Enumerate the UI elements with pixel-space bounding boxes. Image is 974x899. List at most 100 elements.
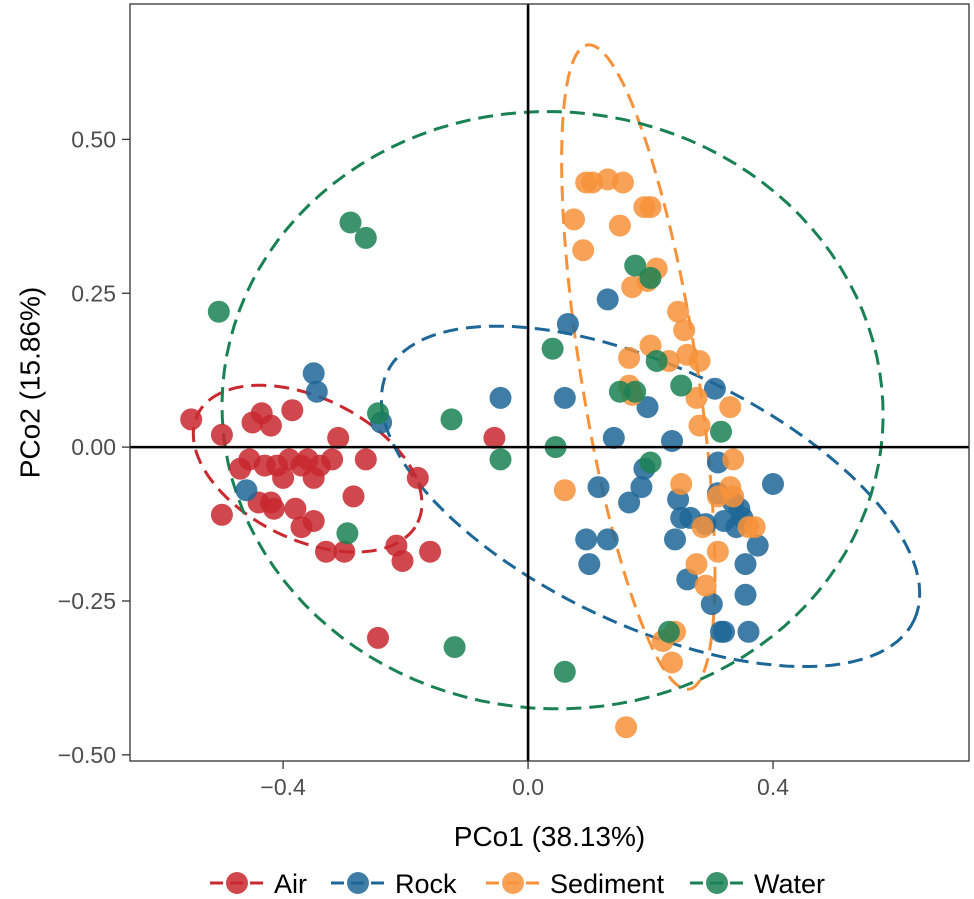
point-rock (762, 473, 784, 495)
point-rock (556, 313, 579, 335)
point-rock (734, 553, 757, 576)
y-tick-label: 0.00 (71, 434, 116, 460)
point-rock (618, 491, 641, 514)
point-rock (302, 362, 325, 385)
point-sediment (673, 319, 696, 342)
point-sediment (661, 651, 683, 674)
point-water (657, 620, 680, 643)
point-sediment (694, 574, 717, 597)
point-sediment (706, 540, 729, 563)
point-rock (602, 426, 625, 449)
point-water (443, 636, 466, 659)
point-sediment (722, 485, 745, 508)
point-air (284, 497, 307, 520)
point-water (645, 350, 668, 372)
point-sediment (639, 196, 662, 219)
point-air (281, 399, 304, 422)
point-water (670, 374, 693, 397)
point-rock (575, 528, 598, 551)
point-rock (664, 528, 686, 551)
point-rock (700, 593, 723, 616)
point-water (639, 451, 662, 474)
point-sediment (743, 516, 766, 539)
y-tick-label: −0.50 (58, 742, 116, 768)
point-water (553, 660, 576, 683)
point-water (489, 448, 512, 471)
point-air (262, 497, 285, 520)
legend-label: Water (754, 869, 825, 899)
point-rock (661, 430, 683, 452)
point-sediment (685, 386, 708, 409)
point-sediment (667, 300, 690, 323)
point-rock (235, 479, 258, 502)
legend-item-water: Water (690, 869, 825, 899)
point-sediment (688, 414, 711, 437)
axes: −0.4 0.0 0.4 0.50 0.25 0.00 −0.25 −0.50 (58, 126, 789, 800)
legend-label: Air (274, 869, 307, 899)
point-rock (596, 528, 619, 551)
point-sediment (722, 448, 745, 471)
point-air (483, 426, 506, 449)
x-tick-label: 0.0 (512, 774, 544, 800)
point-rock (578, 553, 601, 576)
point-rock (630, 476, 653, 499)
data-points (180, 168, 784, 739)
legend-key-marker (502, 872, 524, 894)
point-rock (737, 620, 760, 643)
point-sediment (618, 346, 641, 369)
point-water (608, 380, 631, 403)
ellipse-water (220, 110, 885, 711)
point-rock (734, 583, 757, 606)
legend-label: Rock (395, 869, 457, 899)
point-sediment (572, 239, 595, 262)
point-air (321, 448, 344, 471)
point-sediment (612, 171, 634, 194)
point-air (342, 485, 365, 508)
point-rock (305, 380, 328, 403)
point-water (624, 380, 647, 403)
point-rock (746, 534, 769, 557)
point-rock (553, 386, 576, 409)
point-water (710, 420, 732, 443)
legend-key-marker (347, 872, 369, 894)
point-water (207, 300, 230, 323)
point-sediment (608, 214, 631, 237)
point-sediment (688, 350, 711, 372)
point-air (354, 448, 377, 471)
point-rock (636, 396, 659, 419)
point-sediment (719, 396, 742, 419)
reference-lines (130, 4, 969, 761)
point-air (302, 510, 325, 532)
plot-panel-border (129, 3, 970, 762)
point-air (327, 426, 350, 449)
y-tick-label: 0.50 (71, 126, 116, 152)
y-tick-label: −0.25 (58, 588, 116, 614)
y-axis-title: PCo2 (15.86%) (15, 287, 46, 478)
point-air (419, 540, 442, 563)
point-air (210, 423, 233, 446)
point-rock (596, 288, 619, 311)
point-air (272, 466, 295, 489)
ellipse-rock (379, 324, 922, 668)
x-tick-label: −0.4 (260, 774, 306, 800)
point-air (333, 540, 356, 563)
legend-item-sediment: Sediment (486, 869, 665, 899)
point-water (541, 337, 564, 360)
point-air (210, 503, 233, 526)
point-sediment (563, 208, 585, 231)
point-water (624, 254, 647, 277)
point-water (367, 402, 389, 425)
point-air (315, 540, 337, 563)
x-tick-label: 0.4 (757, 774, 789, 800)
point-air (406, 466, 429, 489)
legend-key-marker (226, 872, 248, 894)
point-rock (587, 476, 610, 499)
point-air (180, 408, 203, 431)
point-air (259, 414, 282, 437)
legend: Air Rock Sediment Water (210, 869, 825, 899)
x-axis-title: PCo1 (38.13%) (454, 821, 645, 852)
point-sediment (615, 716, 638, 739)
y-tick-label: 0.25 (71, 280, 116, 306)
